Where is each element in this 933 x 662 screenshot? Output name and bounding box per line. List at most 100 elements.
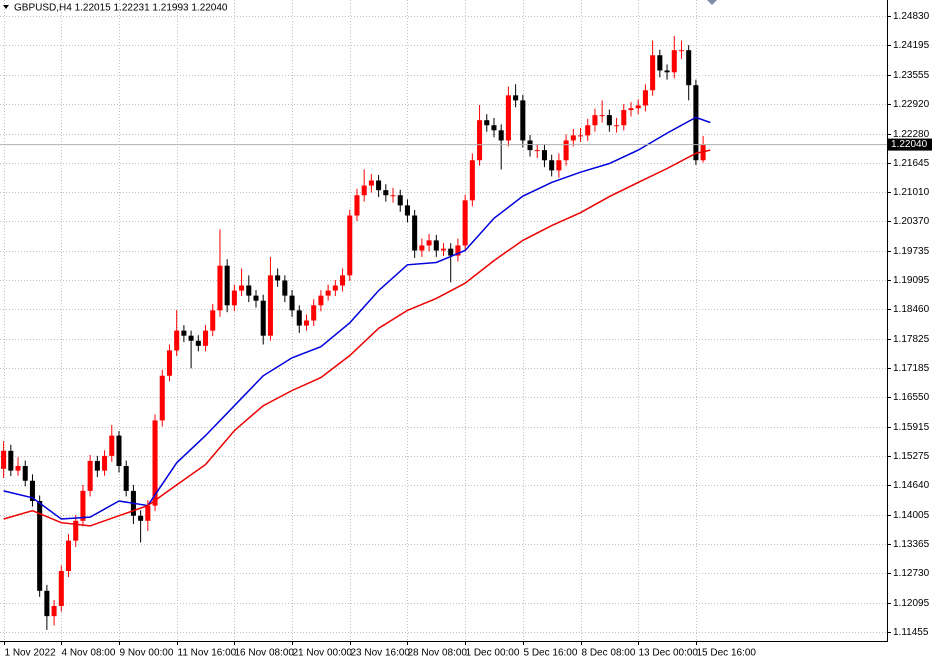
y-tick-label: 1.13365: [893, 539, 930, 550]
plot: [1, 35, 711, 630]
last-price-label: 1.22040: [891, 139, 928, 150]
y-tick-label: 1.12095: [893, 598, 930, 609]
candle-body: [65, 540, 72, 572]
candle-body: [541, 150, 547, 161]
candle-body: [577, 135, 584, 137]
candle-body: [426, 240, 432, 246]
candle-body: [606, 115, 612, 126]
y-tick-label: 1.16550: [893, 392, 930, 403]
candle-body: [58, 571, 64, 607]
x-tick-label: 4 Nov 08:00: [62, 648, 116, 659]
y-tick-label: 1.17825: [893, 334, 930, 345]
candle-body: [123, 466, 129, 491]
candle-body: [318, 295, 324, 306]
candle-body: [419, 245, 425, 251]
y-tick-label: 1.19095: [893, 275, 930, 286]
candle-body: [296, 310, 302, 326]
candle-body: [325, 290, 331, 296]
candle-body: [671, 50, 677, 73]
candle-body: [217, 265, 223, 311]
candle-body: [195, 340, 201, 346]
y-tick-label: 1.17185: [893, 363, 930, 374]
y-tick-label: 1.15275: [893, 451, 930, 462]
candle-body: [455, 245, 461, 256]
y-tick-label: 1.11455: [893, 627, 929, 638]
y-tick-label: 1.22280: [893, 129, 930, 140]
candle-body: [520, 100, 526, 141]
x-tick-label: 13 Dec 00:00: [639, 648, 699, 659]
candle-body: [159, 375, 165, 421]
candle-body: [332, 285, 338, 291]
symbol-menu-arrow[interactable]: [3, 5, 9, 9]
candle-body: [635, 105, 641, 109]
candle-body: [563, 140, 569, 161]
x-tick-label: 1 Dec 00:00: [466, 648, 520, 659]
candle-body: [664, 70, 670, 73]
x-tick-label: 5 Dec 16:00: [524, 648, 578, 659]
candle-body: [599, 115, 605, 117]
shift-marker[interactable]: [707, 0, 717, 5]
candle-body: [166, 350, 172, 376]
candle-body: [203, 330, 209, 346]
candle-body: [116, 435, 122, 467]
x-tick-label: 1 Nov 2022: [5, 648, 57, 659]
candle-body: [22, 466, 28, 481]
candle-body: [592, 115, 598, 126]
candle-body: [491, 125, 497, 131]
candle-body: [505, 95, 511, 141]
candle-body: [556, 160, 562, 171]
candle-body: [37, 501, 43, 591]
candle-body: [686, 50, 692, 86]
candle-body: [527, 140, 533, 151]
candle-body: [585, 125, 591, 136]
candle-body: [289, 295, 295, 311]
x-tick-label: 9 Nov 00:00: [120, 648, 174, 659]
candle-body: [109, 435, 115, 456]
candle-body: [614, 125, 620, 127]
candle-body: [433, 240, 439, 251]
moving-average-line: [3, 149, 711, 527]
candle-body: [340, 275, 346, 286]
grid: [0, 0, 887, 641]
candle-body: [513, 95, 519, 101]
candle-body: [239, 285, 245, 291]
y-tick-label: 1.24830: [893, 11, 930, 22]
y-tick-label: 1.22920: [893, 99, 930, 110]
candle-body: [152, 420, 158, 506]
candle-body: [311, 305, 317, 321]
candle-body: [462, 200, 468, 246]
x-tick-label: 8 Dec 08:00: [582, 648, 636, 659]
x-tick-label: 23 Nov 16:00: [351, 648, 411, 659]
candle-body: [253, 295, 259, 301]
candle-body: [1, 450, 7, 469]
candle-body: [534, 150, 540, 152]
candle-body: [412, 215, 418, 251]
candle-body: [174, 330, 180, 351]
candle-body: [440, 248, 447, 251]
candle-body: [448, 248, 454, 256]
candle-body: [469, 160, 475, 201]
candle-body: [87, 460, 93, 491]
candle-body: [275, 275, 281, 281]
candle-body: [73, 520, 79, 541]
candle-body: [383, 190, 389, 196]
candle-body: [650, 55, 656, 91]
candle-body: [354, 195, 360, 216]
candle-body: [94, 460, 100, 471]
candle-body: [267, 275, 273, 336]
x-tick-label: 11 Nov 16:00: [178, 648, 237, 659]
x-tick-label: 15 Dec 16:00: [697, 648, 757, 659]
candle-body: [138, 515, 144, 521]
candle-body: [621, 110, 627, 126]
chart-title: GBPUSD,H4 1.22015 1.22231 1.21993 1.2204…: [14, 3, 228, 14]
moving-average-line: [3, 116, 711, 520]
candle-body: [29, 480, 35, 502]
candle-body: [303, 320, 310, 326]
y-tick-label: 1.20370: [893, 216, 930, 227]
candle-body: [282, 280, 288, 296]
candle-body: [498, 130, 504, 141]
y-tick-label: 1.23555: [893, 70, 930, 81]
candle-body: [397, 195, 403, 206]
